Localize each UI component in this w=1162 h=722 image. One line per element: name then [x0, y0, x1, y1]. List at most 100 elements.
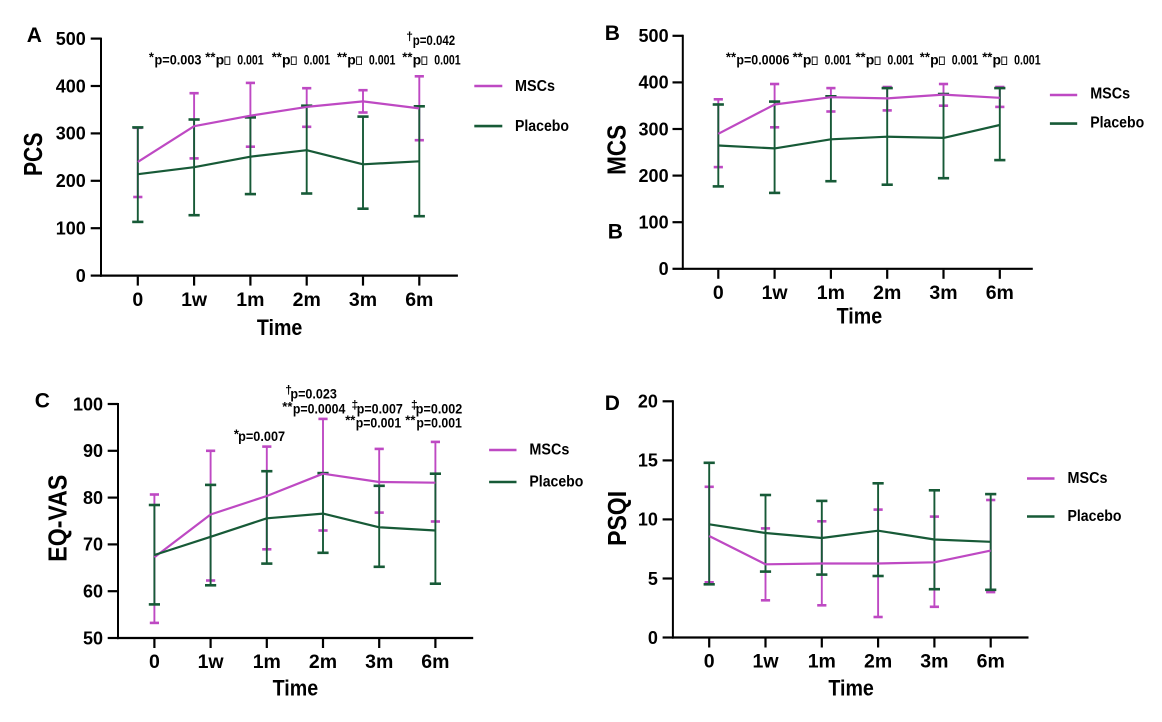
svg-text:0: 0 — [132, 289, 143, 311]
svg-text:1w: 1w — [181, 289, 208, 311]
svg-text:‡: ‡ — [411, 398, 418, 412]
svg-text:Time: Time — [828, 676, 874, 701]
svg-text:70: 70 — [83, 535, 103, 555]
svg-text:PCS: PCS — [18, 133, 48, 177]
svg-text:MSCs: MSCs — [515, 78, 555, 95]
svg-text:0: 0 — [648, 628, 658, 648]
svg-text:0: 0 — [713, 282, 724, 304]
svg-text:†: † — [406, 30, 413, 44]
svg-text:1m: 1m — [236, 289, 264, 311]
svg-text:B: B — [608, 220, 623, 243]
svg-text:A: A — [27, 24, 42, 47]
svg-text:*: * — [234, 426, 240, 441]
svg-text:p: p — [282, 51, 291, 67]
svg-text:**: ** — [405, 413, 416, 428]
svg-text:6m: 6m — [405, 289, 433, 311]
svg-text:p=0.0004: p=0.0004 — [293, 401, 346, 417]
svg-text:**: ** — [402, 50, 413, 65]
svg-text:**: ** — [282, 399, 293, 414]
svg-text:Placebo: Placebo — [529, 473, 583, 490]
svg-text:p=0.002: p=0.002 — [416, 401, 463, 417]
svg-text:p: p — [216, 51, 225, 67]
svg-text:**: ** — [726, 50, 737, 65]
svg-text:MSCs: MSCs — [1090, 86, 1130, 103]
svg-text:0.001: 0.001 — [304, 51, 331, 67]
svg-text:1m: 1m — [808, 651, 836, 673]
svg-text:p: p — [413, 51, 422, 67]
svg-text:2m: 2m — [873, 282, 901, 304]
svg-text:1w: 1w — [762, 282, 789, 304]
svg-text:p=0.0006: p=0.0006 — [736, 52, 789, 68]
svg-text:6m: 6m — [977, 651, 1005, 673]
svg-text:400: 400 — [639, 73, 669, 93]
svg-text:60: 60 — [83, 582, 103, 602]
svg-text:0.001: 0.001 — [952, 52, 979, 68]
svg-text:1m: 1m — [817, 282, 845, 304]
svg-text:2m: 2m — [864, 651, 892, 673]
svg-text:p: p — [866, 52, 875, 68]
svg-text:Placebo: Placebo — [515, 118, 569, 135]
svg-text:B: B — [605, 22, 620, 45]
svg-text:p: p — [347, 51, 356, 67]
svg-text:0.001: 0.001 — [887, 52, 914, 68]
svg-text:2m: 2m — [309, 651, 337, 673]
svg-text:0.001: 0.001 — [369, 51, 396, 67]
svg-text:5: 5 — [648, 569, 658, 589]
svg-text:20: 20 — [638, 392, 658, 412]
svg-text:6m: 6m — [421, 651, 449, 673]
svg-text:Time: Time — [837, 303, 883, 328]
svg-text:3m: 3m — [349, 289, 377, 311]
svg-text:**: ** — [337, 50, 348, 65]
svg-text:Placebo: Placebo — [1068, 508, 1122, 525]
svg-text:80: 80 — [83, 488, 103, 508]
svg-text:**: ** — [920, 50, 931, 65]
svg-text:10: 10 — [638, 510, 658, 530]
svg-text:**: ** — [856, 50, 867, 65]
svg-text:0.001: 0.001 — [1014, 52, 1041, 68]
svg-text:MSCs: MSCs — [1068, 470, 1108, 487]
svg-text:3m: 3m — [920, 651, 948, 673]
svg-text:p=0.023: p=0.023 — [290, 386, 337, 402]
svg-text:MSCs: MSCs — [529, 441, 569, 458]
svg-text:0.001: 0.001 — [434, 51, 461, 67]
svg-text:100: 100 — [639, 213, 669, 233]
svg-text:1w: 1w — [752, 651, 779, 673]
svg-text:**: ** — [205, 50, 216, 65]
svg-text:†: † — [285, 383, 292, 397]
svg-text:Time: Time — [257, 315, 303, 340]
svg-text:3m: 3m — [365, 651, 393, 673]
svg-text:MCS: MCS — [601, 125, 631, 175]
svg-text:0: 0 — [659, 259, 669, 279]
svg-text:1w: 1w — [198, 651, 225, 673]
svg-text:100: 100 — [56, 219, 86, 239]
svg-text:400: 400 — [56, 76, 86, 96]
svg-text:p=0.003: p=0.003 — [155, 51, 202, 67]
svg-text:0.001: 0.001 — [825, 52, 852, 68]
svg-text:‡: ‡ — [352, 398, 359, 412]
svg-text:Placebo: Placebo — [1090, 114, 1144, 131]
svg-text:*: * — [149, 50, 155, 65]
svg-text:**: ** — [272, 50, 283, 65]
svg-text:**: ** — [345, 413, 356, 428]
svg-text:300: 300 — [639, 119, 669, 139]
svg-text:p=0.001: p=0.001 — [416, 414, 462, 430]
svg-text:0.001: 0.001 — [237, 51, 264, 67]
svg-text:300: 300 — [56, 124, 86, 144]
svg-text:50: 50 — [83, 628, 103, 648]
svg-text:p=0.001: p=0.001 — [356, 414, 402, 430]
svg-text:C: C — [35, 390, 50, 413]
svg-text:**: ** — [982, 50, 993, 65]
svg-text:3m: 3m — [929, 282, 957, 304]
svg-text:0: 0 — [704, 651, 715, 673]
svg-text:p=0.042: p=0.042 — [413, 32, 456, 48]
svg-text:p: p — [803, 52, 812, 68]
svg-text:PSQI: PSQI — [602, 491, 632, 546]
svg-text:1m: 1m — [253, 651, 281, 673]
svg-text:p=0.007: p=0.007 — [357, 401, 403, 417]
svg-text:200: 200 — [639, 166, 669, 186]
svg-text:EQ-VAS: EQ-VAS — [43, 475, 73, 562]
svg-text:Time: Time — [273, 675, 319, 700]
svg-text:2m: 2m — [293, 289, 321, 311]
svg-text:15: 15 — [638, 451, 658, 471]
svg-text:p: p — [930, 52, 939, 68]
